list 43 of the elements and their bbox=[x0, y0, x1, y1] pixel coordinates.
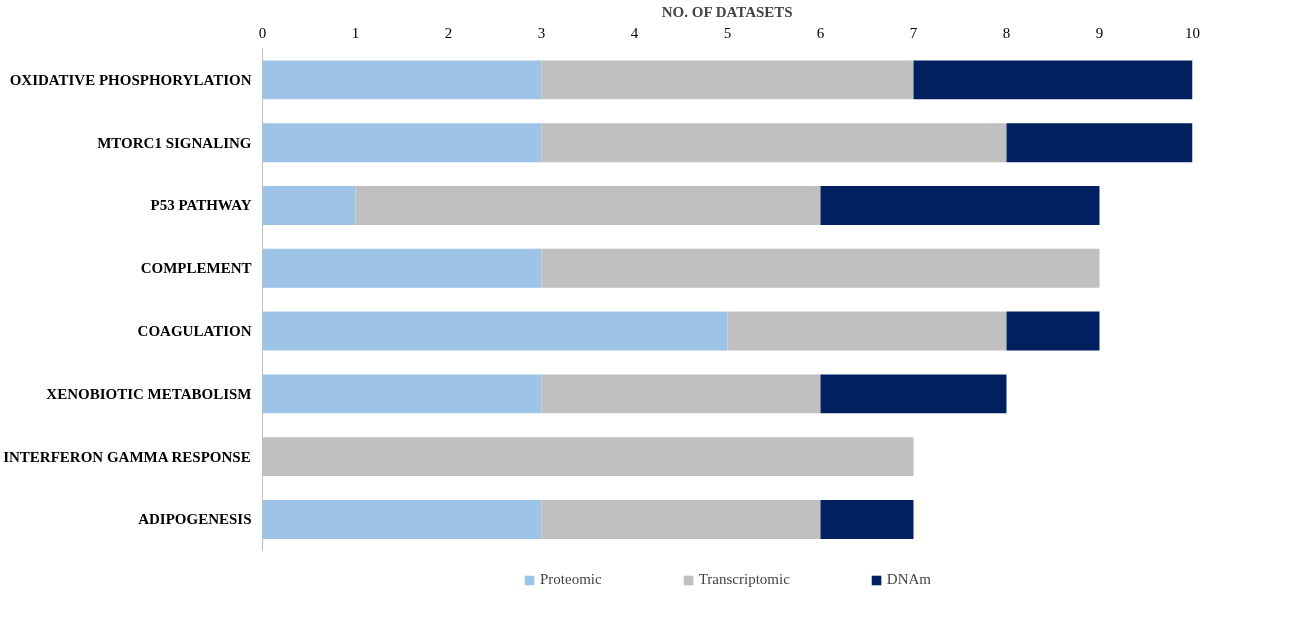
bar bbox=[262, 60, 542, 100]
y-tick-label: MTORC1 SIGNALING bbox=[97, 134, 252, 151]
bar bbox=[541, 499, 821, 539]
bar bbox=[262, 374, 542, 414]
x-axis-title: NO. OF DATASETS bbox=[661, 3, 793, 20]
x-tick-label: 8 bbox=[1002, 24, 1011, 41]
bar bbox=[820, 186, 1100, 225]
bar bbox=[541, 374, 821, 414]
x-tick-label: 9 bbox=[1095, 24, 1104, 41]
y-tick-label: INTERFERON GAMMA RESPONSE bbox=[3, 448, 251, 465]
x-tick-label: 4 bbox=[630, 24, 639, 41]
legend-label: Proteomic bbox=[540, 571, 602, 588]
y-tick-label: OXIDATIVE PHOSPHORYLATION bbox=[9, 71, 252, 88]
bar bbox=[262, 499, 542, 539]
x-tick-label: 0 bbox=[258, 24, 267, 41]
y-tick-label: XENOBIOTIC METABOLISM bbox=[46, 385, 252, 402]
bar bbox=[355, 186, 821, 225]
x-tick-label: 1 bbox=[351, 24, 360, 41]
bar bbox=[1006, 123, 1193, 163]
legend-label: Transcriptomic bbox=[698, 571, 790, 588]
bar bbox=[727, 311, 1007, 351]
legend-label: DNAm bbox=[886, 571, 931, 588]
bar bbox=[262, 311, 728, 351]
bar bbox=[820, 499, 914, 539]
bar bbox=[262, 248, 542, 288]
bar bbox=[913, 60, 1193, 100]
bar bbox=[262, 186, 356, 225]
y-tick-label: COAGULATION bbox=[137, 323, 252, 340]
y-tick-label: ADIPOGENESIS bbox=[138, 511, 252, 528]
x-tick-label: 6 bbox=[816, 24, 825, 41]
bar bbox=[541, 248, 1100, 288]
y-tick-label: P53 PATHWAY bbox=[150, 197, 252, 214]
bar bbox=[541, 123, 1007, 163]
x-tick-label: 7 bbox=[909, 24, 918, 41]
x-tick-label: 10 bbox=[1185, 24, 1200, 41]
bar bbox=[1006, 311, 1100, 351]
bar bbox=[262, 123, 542, 163]
x-tick-label: 3 bbox=[537, 24, 546, 41]
x-tick-label: 5 bbox=[723, 24, 732, 41]
y-tick-label: COMPLEMENT bbox=[140, 260, 252, 277]
bar bbox=[820, 374, 1007, 414]
bar bbox=[541, 60, 914, 100]
x-tick-label: 2 bbox=[444, 24, 453, 41]
